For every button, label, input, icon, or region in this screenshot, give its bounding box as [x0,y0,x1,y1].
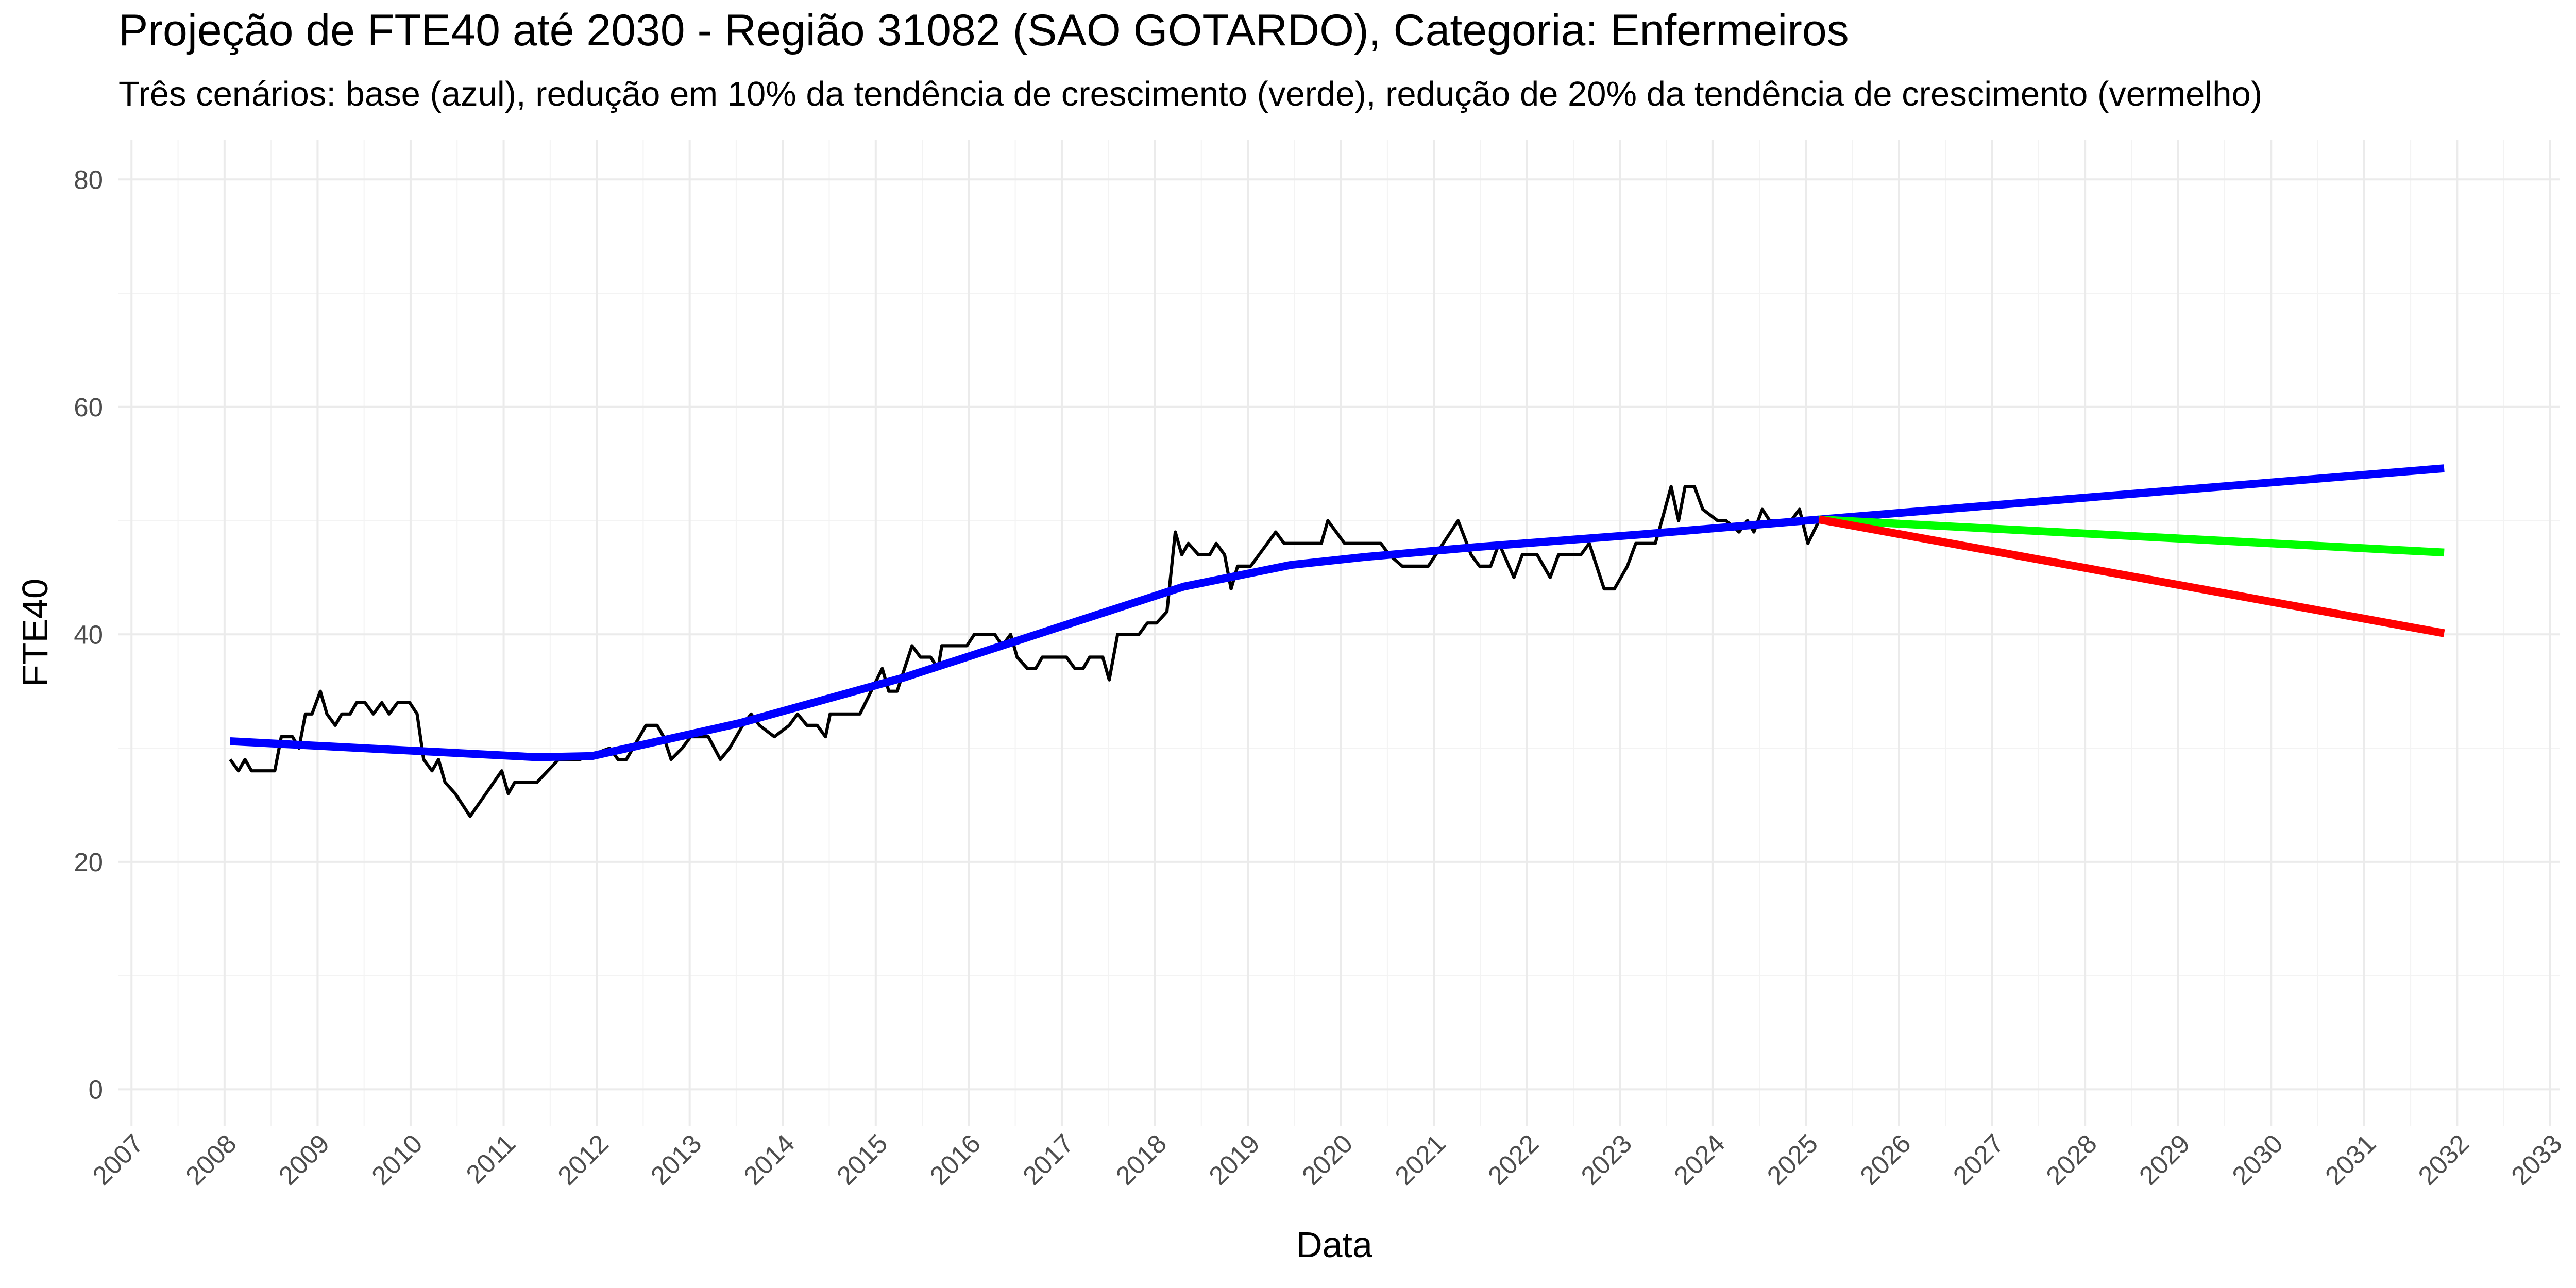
x-tick-label: 2008 [180,1128,242,1191]
y-axis-title: FTE40 [15,579,55,687]
x-tick-label: 2011 [460,1128,521,1189]
x-tick-label: 2029 [2133,1128,2196,1191]
x-tick-label: 2023 [1575,1128,1638,1191]
chart-title: Projeção de FTE40 até 2030 - Região 3108… [118,6,1849,55]
x-tick-label: 2025 [1761,1128,1824,1191]
x-tick-label: 2031 [2319,1128,2382,1191]
x-tick-label: 2033 [2505,1128,2568,1191]
x-tick-label: 2017 [1017,1128,1079,1191]
x-tick-label: 2009 [273,1128,335,1191]
x-tick-label: 2014 [738,1128,800,1191]
x-tick-label: 2010 [366,1128,428,1191]
x-tick-label: 2016 [924,1128,987,1191]
y-tick-label: 80 [74,165,103,194]
y-tick-label: 0 [89,1075,103,1104]
series-line [230,464,2445,761]
x-tick-label: 2022 [1482,1128,1545,1191]
x-tick-label: 2012 [552,1128,614,1191]
x-tick-label: 2019 [1203,1128,1265,1191]
series-line [1819,515,2445,557]
grid: 0 20 40 60 80 2007 2008 2009 2010 2011 2012 2013 201… [74,140,2568,1191]
x-tick-label: 2027 [1947,1128,2010,1191]
x-tick-label: 2007 [87,1128,149,1191]
x-tick-label: 2024 [1668,1128,1731,1191]
x-tick-label: 2026 [1854,1128,1917,1191]
x-tick-label: 2020 [1296,1128,1359,1191]
x-tick-label: 2018 [1110,1128,1173,1191]
series-line [1818,515,2445,637]
x-axis-title: Data [1296,1225,1372,1265]
y-tick-label: 40 [74,620,103,649]
y-tick-label: 60 [74,393,103,422]
x-tick-label: 2015 [831,1128,893,1191]
plot-lines [229,464,2445,818]
x-tick-label: 2021 [1389,1128,1451,1191]
x-tick-label: 2032 [2413,1128,2475,1191]
x-tick-label: 2013 [645,1128,707,1191]
chart-subtitle: Três cenários: base (azul), redução em 1… [118,75,2262,113]
x-tick-label: 2030 [2226,1128,2289,1191]
x-tick-label: 2028 [2040,1128,2103,1191]
y-tick-label: 20 [74,848,103,877]
